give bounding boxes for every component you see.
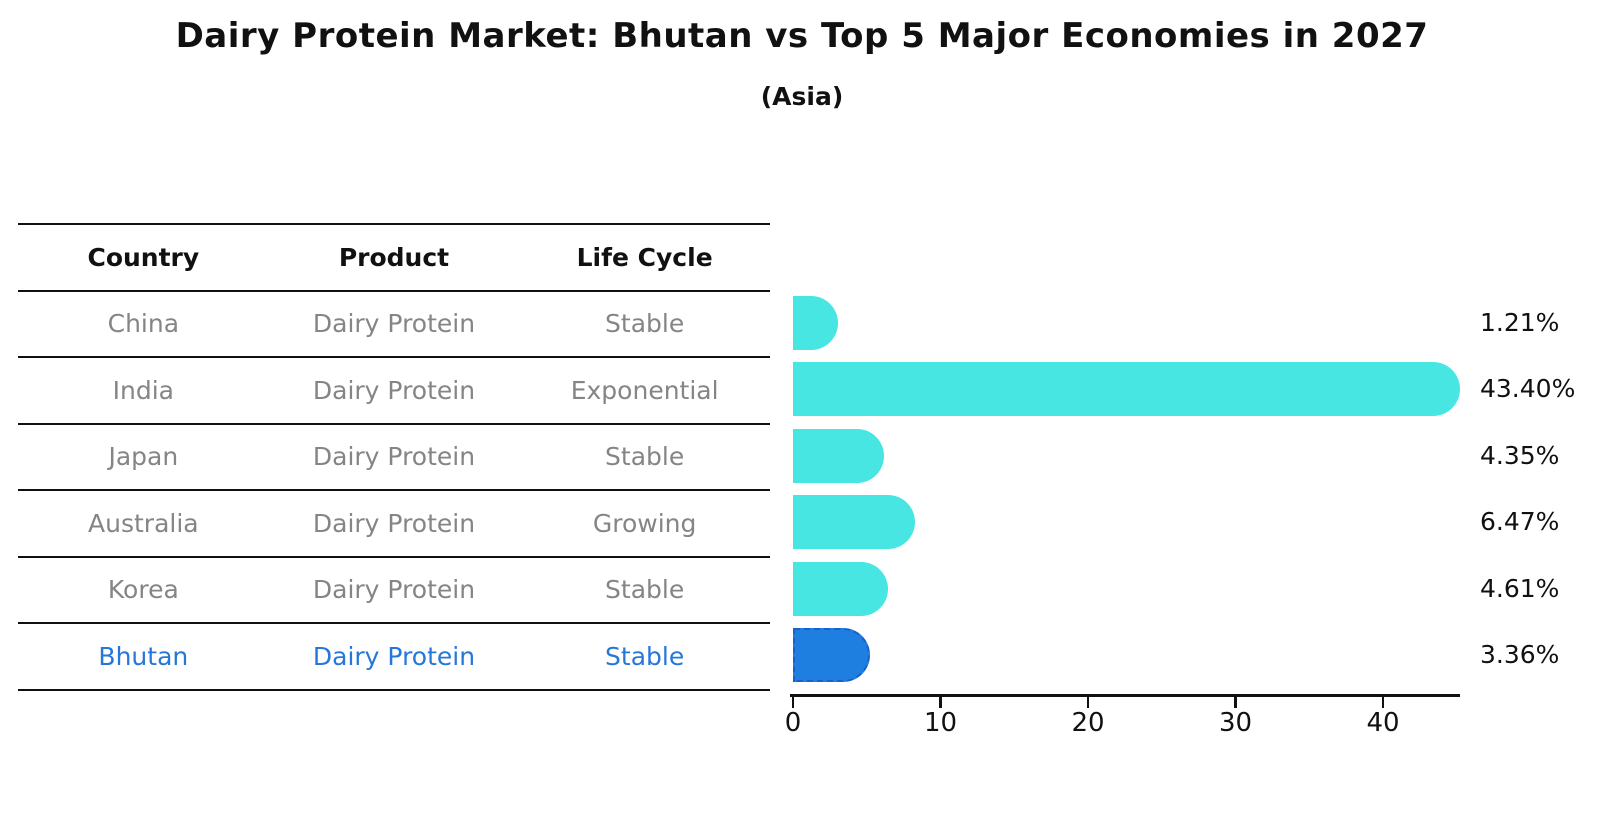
x-axis-tick-label: 20 bbox=[1071, 708, 1105, 738]
product-cell: Dairy Protein bbox=[312, 641, 476, 671]
country-cell: Bhutan bbox=[98, 641, 189, 671]
table-row-bhutan: Bhutan Dairy Protein Stable bbox=[18, 622, 770, 689]
value-label-bhutan: 3.36% bbox=[1480, 640, 1560, 670]
bar-china bbox=[793, 295, 838, 350]
product-cell: Dairy Protein bbox=[312, 508, 476, 538]
life-cycle-cell: Stable bbox=[605, 641, 685, 671]
table-row-india: India Dairy Protein Exponential bbox=[18, 356, 770, 423]
x-axis-tick-label: 0 bbox=[784, 708, 802, 738]
country-cell: Japan bbox=[108, 442, 179, 472]
country-cell: India bbox=[112, 375, 174, 405]
chart-title: Dairy Protein Market: Bhutan vs Top 5 Ma… bbox=[175, 16, 1429, 56]
country-table: Country Product Life Cycle China Dairy P… bbox=[18, 223, 770, 691]
bar-korea bbox=[793, 561, 888, 616]
table-row-australia: Australia Dairy Protein Growing bbox=[18, 489, 770, 556]
life-cycle-cell: Exponential bbox=[570, 375, 719, 405]
bar-japan bbox=[793, 428, 885, 483]
bar-australia bbox=[793, 495, 916, 550]
value-label-china: 1.21% bbox=[1480, 307, 1560, 337]
table-row-china: China Dairy Protein Stable bbox=[18, 289, 770, 357]
product-cell: Dairy Protein bbox=[312, 442, 476, 472]
bar-india bbox=[793, 362, 1461, 417]
value-label-korea: 4.61% bbox=[1480, 573, 1560, 603]
life-cycle-cell: Stable bbox=[605, 309, 685, 339]
life-cycle-cell: Stable bbox=[605, 442, 685, 472]
x-axis-tick bbox=[939, 694, 942, 708]
x-axis-tick bbox=[791, 694, 795, 708]
x-axis-tick-label: 40 bbox=[1366, 708, 1400, 738]
bar-bhutan-highlighted bbox=[793, 628, 870, 683]
chart-subtitle: (Asia) bbox=[760, 82, 844, 111]
product-cell: Dairy Protein bbox=[312, 575, 476, 605]
life-cycle-cell: Stable bbox=[605, 575, 685, 605]
product-cell: Dairy Protein bbox=[312, 309, 476, 339]
x-axis-tick bbox=[1086, 694, 1090, 708]
table-header-row: Country Product Life Cycle bbox=[18, 223, 770, 290]
value-label-australia: 6.47% bbox=[1480, 507, 1560, 537]
header-country: Country bbox=[87, 242, 200, 272]
country-cell: China bbox=[107, 309, 180, 339]
life-cycle-cell: Growing bbox=[592, 508, 697, 538]
product-cell: Dairy Protein bbox=[312, 375, 476, 405]
table-row-korea: Korea Dairy Protein Stable bbox=[18, 555, 770, 623]
x-axis-tick-label: 30 bbox=[1218, 708, 1253, 738]
header-product: Product bbox=[338, 242, 450, 272]
x-axis-tick bbox=[1381, 694, 1385, 708]
x-axis-tick-label: 10 bbox=[923, 708, 958, 738]
country-cell: Korea bbox=[107, 575, 179, 605]
value-label-india: 43.40% bbox=[1480, 374, 1576, 404]
header-life-cycle: Life Cycle bbox=[576, 242, 713, 272]
table-row-japan: Japan Dairy Protein Stable bbox=[18, 422, 770, 490]
value-label-japan: 4.35% bbox=[1480, 440, 1560, 470]
country-cell: Australia bbox=[88, 508, 199, 538]
x-axis-line bbox=[790, 694, 1460, 697]
x-axis-tick bbox=[1234, 694, 1237, 708]
